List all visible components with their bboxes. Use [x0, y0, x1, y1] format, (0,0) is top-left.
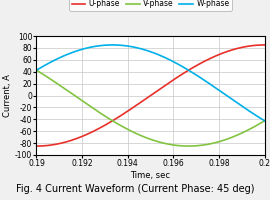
Line: V-phase: V-phase — [36, 70, 265, 146]
V-phase — [187, 145, 190, 147]
V-phase — [263, 120, 266, 122]
W-phase — [127, 45, 131, 47]
U-phase — [191, 66, 195, 69]
V-phase — [213, 142, 216, 144]
Text: Fig. 4 Current Waveform (Current Phase: 45 deg): Fig. 4 Current Waveform (Current Phase: … — [16, 184, 254, 194]
W-phase — [213, 86, 216, 88]
V-phase — [58, 84, 61, 87]
V-phase — [127, 129, 130, 131]
W-phase — [217, 89, 220, 91]
U-phase — [35, 145, 38, 147]
U-phase — [263, 44, 266, 46]
W-phase — [111, 44, 114, 46]
Line: W-phase: W-phase — [36, 45, 265, 121]
V-phase — [217, 141, 220, 143]
W-phase — [192, 72, 195, 74]
Legend: U-phase, V-phase, W-phase: U-phase, V-phase, W-phase — [69, 0, 232, 11]
V-phase — [135, 133, 139, 135]
X-axis label: Time, sec: Time, sec — [130, 171, 171, 180]
W-phase — [263, 120, 266, 122]
W-phase — [35, 69, 38, 71]
W-phase — [136, 47, 139, 49]
V-phase — [35, 69, 38, 71]
V-phase — [192, 145, 195, 147]
Line: U-phase: U-phase — [36, 45, 265, 146]
U-phase — [217, 54, 220, 56]
U-phase — [127, 109, 130, 112]
Y-axis label: Current, A: Current, A — [3, 74, 12, 117]
U-phase — [58, 142, 61, 145]
U-phase — [213, 55, 216, 58]
W-phase — [58, 56, 61, 59]
U-phase — [135, 104, 139, 106]
